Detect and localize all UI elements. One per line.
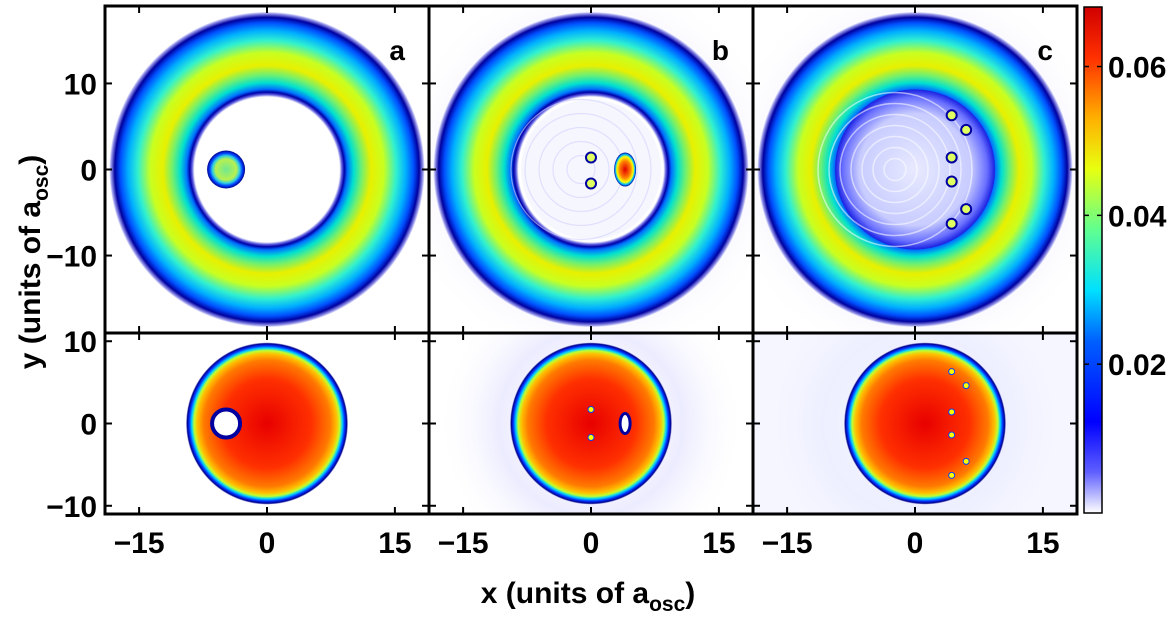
x-tick-label: −15 [762, 527, 813, 560]
core-ripples [521, 99, 661, 240]
vortex [948, 408, 956, 416]
x-tick-label: 0 [583, 527, 600, 560]
y-tick-label: 0 [80, 409, 97, 442]
y-tick-label: −10 [46, 241, 97, 274]
vortex [962, 457, 970, 465]
ripple-ring [552, 140, 610, 199]
x-tick-label: −15 [114, 527, 165, 560]
y-axis-label: y (units of aosc) [14, 155, 53, 370]
turbulence-ring [883, 157, 907, 182]
hole [618, 412, 632, 435]
y-tick-label: 10 [64, 68, 97, 101]
y-tick-label: 0 [80, 155, 97, 188]
vortex [948, 471, 956, 479]
panel-bottom-0 [103, 331, 431, 516]
condensate-disc [844, 342, 1006, 505]
x-tick-label: 15 [378, 527, 411, 560]
panel-label-c: c [1037, 35, 1053, 66]
vortex [962, 382, 970, 390]
condensate-disc [186, 342, 348, 505]
heatmap-panels: a b c [103, 4, 1079, 516]
panel-bottom-1 [427, 331, 755, 516]
vortex [960, 123, 973, 136]
condensate-disc [510, 342, 672, 505]
y-tick-label: −10 [46, 491, 97, 524]
condensate-annulus [109, 11, 425, 328]
turbulence-ring [839, 113, 951, 226]
panel-a: a [103, 4, 431, 335]
vortex [945, 217, 958, 230]
x-axis-label: x (units of aosc) [481, 577, 696, 616]
ripple-ring [524, 112, 638, 227]
panel-b: b [427, 4, 755, 335]
panel-bottom-2 [751, 331, 1079, 516]
x-tick-label: 0 [259, 527, 276, 560]
vortex [587, 406, 595, 413]
panel-label-a: a [389, 35, 405, 66]
colorbar-tick-label: 0.02 [1108, 349, 1166, 382]
turbulence-ring [828, 102, 962, 237]
x-tick-label: 0 [907, 527, 924, 560]
x-tick-label: 15 [702, 527, 735, 560]
x-tick-label: −15 [438, 527, 489, 560]
vortex [585, 151, 597, 164]
panel-label-b: b [712, 35, 729, 66]
vortex [945, 151, 958, 164]
colorbar-tick-label: 0.06 [1108, 52, 1166, 85]
ripple-ring [510, 98, 652, 241]
turbulence-ring [850, 124, 940, 215]
turbulence-ring [872, 146, 918, 193]
hot-spot [614, 152, 637, 187]
axis-ticks [105, 6, 1077, 514]
turbulence-ring [817, 91, 973, 248]
blob [207, 150, 246, 189]
turbulence-ring [861, 135, 929, 204]
vortex [960, 203, 973, 216]
ripple-ring [566, 154, 596, 185]
y-tick-label: 10 [64, 326, 97, 359]
colorbar-ticks: 0.02 0.04 0.06 [1084, 52, 1167, 382]
vortex [945, 175, 958, 188]
vortex [587, 434, 595, 441]
colorbar [1083, 6, 1103, 514]
vortex [945, 109, 958, 122]
vortex [585, 177, 597, 190]
tick-labels: −15 0 15 −15 0 15 −15 0 15 10 0 −10 10 0 −10 [46, 68, 1059, 560]
vortex [948, 368, 956, 376]
vortex [948, 431, 956, 439]
colorbar-tick-label: 0.04 [1108, 200, 1167, 233]
panel-c: c [751, 4, 1079, 335]
disc-hole [210, 407, 243, 440]
x-tick-label: 15 [1026, 527, 1059, 560]
